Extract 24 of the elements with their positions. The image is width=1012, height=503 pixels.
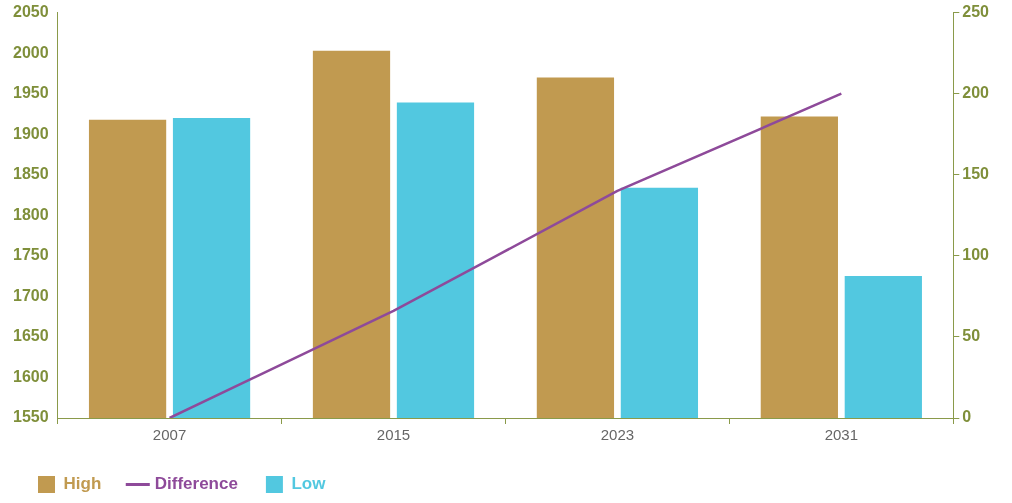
- legend-label: Low: [291, 474, 327, 494]
- y2-tick-label: 100: [962, 246, 990, 264]
- x-tick-label: 2007: [152, 426, 187, 444]
- y2-tick-label: 0: [962, 408, 972, 426]
- y2-tick-label: 200: [962, 84, 990, 102]
- y-tick-label: 1900: [13, 124, 49, 142]
- y-tick-label: 1800: [13, 205, 49, 223]
- y-tick-label: 1850: [13, 165, 49, 183]
- y-tick-label: 1750: [13, 246, 49, 264]
- y2-tick-label: 250: [962, 3, 990, 21]
- y-tick-label: 1700: [13, 286, 49, 304]
- y-tick-label: 2050: [13, 3, 49, 21]
- y-tick-label: 2000: [13, 43, 49, 61]
- y2-tick-label: 50: [962, 327, 981, 345]
- y-tick-label: 1550: [13, 408, 49, 426]
- x-tick-label: 2015: [376, 426, 411, 444]
- y2-tick-label: 150: [962, 165, 990, 183]
- legend-label: Difference: [154, 474, 238, 494]
- y-tick-label: 1650: [13, 327, 49, 345]
- x-tick-label: 2023: [600, 426, 635, 444]
- legend-label: High: [63, 474, 102, 494]
- y-tick-label: 1950: [13, 84, 49, 102]
- y-tick-label: 1600: [13, 367, 49, 385]
- x-tick-label: 2031: [824, 426, 859, 444]
